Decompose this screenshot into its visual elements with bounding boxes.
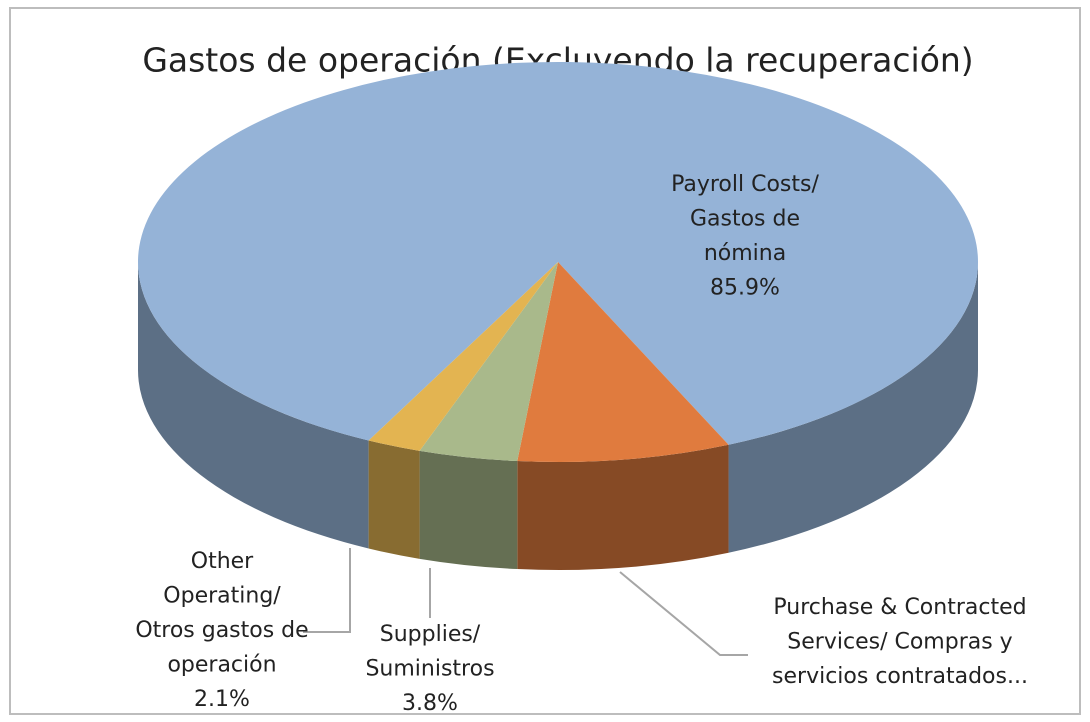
slice-side [517, 444, 729, 570]
slice-side [419, 450, 518, 570]
slice [419, 262, 558, 462]
slice-label: Purchase & Contracted Services/ Compras y… [772, 595, 1028, 689]
slice-label: Supplies/Suministros [365, 622, 494, 682]
leader-line [303, 548, 351, 633]
slice-label: Other Operating/Otros gastos de operación [135, 549, 308, 678]
value-label: 85.9% [710, 276, 780, 301]
slice [368, 262, 558, 451]
leader-line [619, 571, 748, 656]
value-label: 3.8% [402, 691, 458, 716]
slice-label: Payroll Costs/Gastos de nómina [671, 172, 819, 266]
slice-side [368, 440, 420, 559]
slice [517, 262, 729, 462]
value-label: 2.1% [194, 687, 250, 712]
slice-side [728, 262, 978, 553]
slice-side [138, 262, 369, 549]
slice [137, 61, 979, 445]
